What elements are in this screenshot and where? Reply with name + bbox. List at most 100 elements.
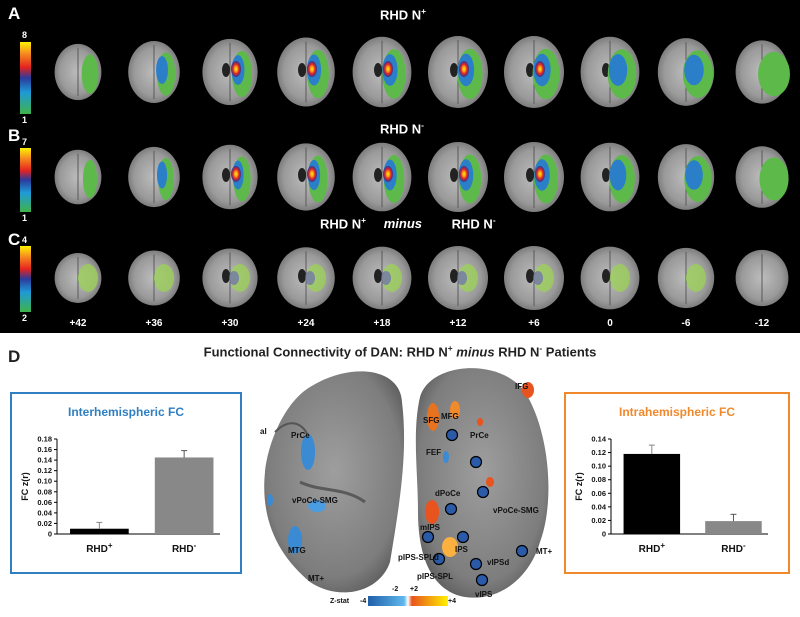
right-blob-blue	[443, 451, 449, 463]
ventricle	[374, 63, 382, 77]
lesion-overlay	[759, 157, 789, 201]
y-tick-label: 0.04	[37, 508, 52, 517]
colorbar-a-min: 1	[22, 115, 28, 125]
subtraction-peak	[229, 271, 239, 285]
roi-label-left: vPoCe-SMG	[292, 496, 338, 505]
lesion-peak	[383, 61, 393, 77]
roi-marker	[445, 428, 459, 442]
colorbar-c	[20, 246, 31, 312]
ventricle	[222, 168, 230, 182]
zstat-tick: -2	[392, 586, 399, 593]
zstat-colorbar	[368, 596, 448, 606]
y-tick-label: 0.06	[37, 498, 52, 507]
lesion-peak	[459, 166, 469, 182]
y-tick-label: 0.18	[37, 435, 52, 444]
inflated-cortex-figure	[264, 368, 549, 606]
ventricle	[374, 269, 382, 283]
right-blob-ips	[425, 500, 439, 524]
left-blob-mtg	[288, 526, 302, 554]
ventricle	[526, 269, 534, 283]
interhemispheric-chart-box: Interhemispheric FC 0 0.02 0.04 0.06 0.08 0.10…	[10, 392, 242, 574]
roi-marker	[456, 530, 470, 544]
category-label: RHD-	[721, 541, 746, 555]
roi-label-left: MTG	[288, 546, 306, 555]
right-blob-small2	[477, 418, 483, 426]
slice-label: +36	[145, 318, 163, 329]
subtraction-peak	[533, 271, 543, 285]
interhemispheric-chart: Interhemispheric FC 0 0.02 0.040.06 0.080.10…	[20, 405, 220, 555]
category-label: RHD+	[639, 541, 666, 555]
slice-label: -6	[681, 318, 691, 329]
lesion-peak	[307, 166, 317, 182]
y-tick-label: 0.02	[591, 516, 606, 525]
roi-marker	[476, 485, 490, 499]
lesion-peak	[535, 61, 545, 77]
subtraction-overlay	[78, 264, 98, 292]
category-label: RHD-	[172, 541, 197, 555]
bar	[705, 521, 762, 534]
lesion-overlap	[156, 161, 168, 189]
subtraction-overlay	[230, 264, 250, 292]
lesion-peak	[383, 166, 393, 182]
brain-slices-panel: A B C RHD N+ RHD N- RHD N+ minus RHD N- …	[0, 0, 800, 333]
ventricle	[450, 63, 458, 77]
lesion-peak	[231, 61, 241, 77]
roi-marker	[469, 557, 483, 571]
zstat-tick: +4	[448, 598, 456, 605]
slice-label: 0	[607, 318, 613, 329]
left-blob-small	[267, 494, 273, 506]
y-tick-label: 0.12	[591, 448, 606, 457]
panel-b-title: RHD N-	[380, 120, 424, 137]
y-tick-label: 0.14	[37, 456, 52, 465]
lesion-overlap	[609, 159, 627, 191]
roi-label-left: al	[260, 427, 267, 436]
bar	[70, 528, 129, 534]
ventricle	[298, 269, 306, 283]
y-tick-label: 0	[48, 530, 52, 539]
colorbar-a	[20, 42, 31, 114]
left-sylvian-fissure	[299, 480, 366, 504]
subtraction-peak	[381, 271, 391, 285]
roi-marker	[432, 552, 446, 566]
panel-label-d: D	[8, 347, 21, 366]
y-tick-label: 0.16	[37, 445, 52, 454]
ventricle	[450, 269, 458, 283]
ventricle	[222, 63, 230, 77]
subtraction-overlay	[154, 264, 174, 292]
panel-label-b: B	[8, 126, 21, 145]
roi-label-right: IPS	[455, 545, 468, 554]
roi-label-right: pIPS-SPLd	[398, 553, 439, 562]
ventricle	[602, 168, 610, 182]
subtraction-overlay	[306, 264, 326, 292]
lesion-peak	[535, 166, 545, 182]
slice-label: +24	[297, 318, 315, 329]
y-axis-label: FC z(r)	[20, 472, 30, 501]
brain-slices-figure	[20, 36, 790, 312]
lesion-overlay	[83, 159, 97, 199]
roi-label-right: mIPS	[420, 523, 441, 532]
intrahemispheric-chart: Intrahemispheric FC 0 0.02 0.04 0.06 0.08 0.10…	[574, 405, 768, 555]
chart-title: Intrahemispheric FC	[619, 405, 735, 419]
subtraction-overlay	[458, 264, 478, 292]
colorbar-b-max: 7	[22, 137, 28, 147]
right-blob-small1	[486, 477, 494, 487]
lesion-peak	[231, 166, 241, 182]
y-tick-label: 0.02	[37, 519, 52, 528]
roi-label-left: PrCe	[291, 431, 310, 440]
chart-title: Interhemispheric FC	[68, 405, 184, 419]
subtraction-overlay	[382, 264, 402, 292]
panel-c-title: RHD N+ minus RHD N-	[320, 215, 496, 232]
right-blob-mfg	[450, 401, 460, 419]
zstat-tick: +2	[410, 586, 418, 593]
lesion-peak	[307, 61, 317, 77]
bar	[623, 453, 681, 534]
lesion-overlap	[156, 56, 168, 84]
ventricle	[298, 168, 306, 182]
roi-label-right: MT+	[536, 547, 553, 556]
y-tick-label: 0.12	[37, 466, 52, 475]
y-tick-label: 0.04	[591, 502, 606, 511]
roi-label-right: pIPS-SPL	[417, 572, 454, 581]
left-blob-vpoce	[308, 500, 326, 512]
roi-label-right: IFG	[515, 382, 529, 391]
lesion-overlay	[758, 51, 790, 97]
